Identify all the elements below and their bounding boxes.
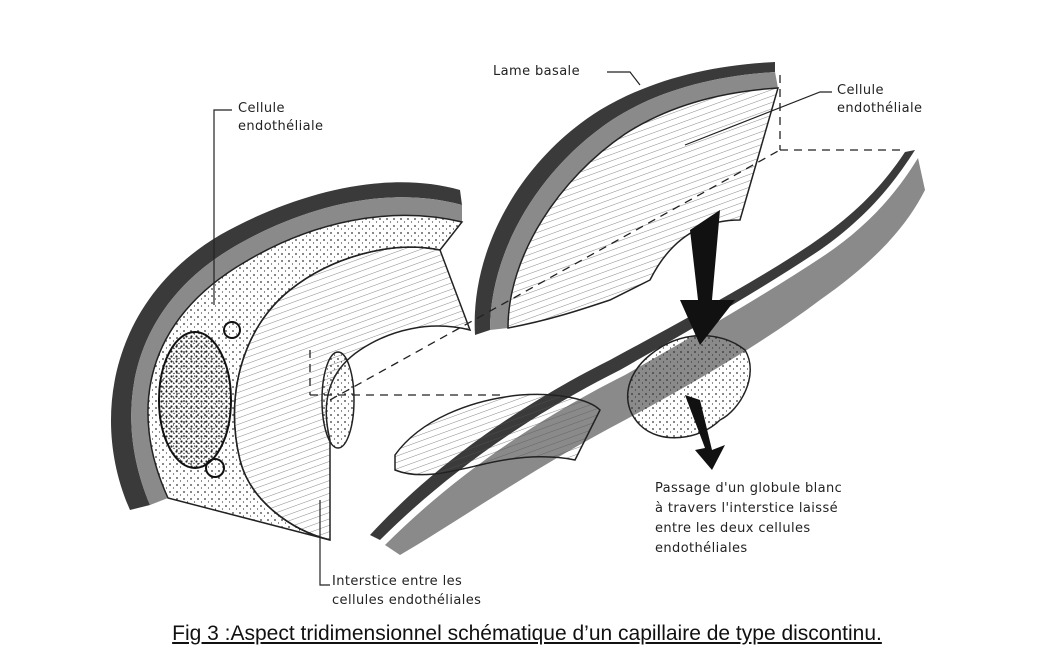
organelle: [205, 458, 225, 478]
label-interstice-line1: Interstice entre les: [332, 574, 463, 589]
capillary-diagram: [110, 62, 925, 586]
endothelial-flap: [394, 393, 601, 476]
label-cellule-left-line1: Cellule: [238, 101, 285, 116]
dashed-guides: [309, 75, 905, 401]
right-lower-wall: [370, 150, 915, 540]
right-lumen-surface: [507, 87, 780, 329]
label-passage-line4: endothéliales: [655, 541, 748, 556]
label-cellule-right-line2: endothéliale: [837, 101, 923, 116]
right-capillary-segment: [370, 62, 925, 555]
label-passage-line1: Passage d'un globule blanc: [655, 481, 843, 496]
label-cellule-right-line1: Cellule: [837, 83, 884, 98]
migration-arrow: [680, 210, 735, 345]
left-capillary-segment: [110, 182, 472, 541]
nucleus: [158, 331, 232, 469]
label-lame-basale: Lame basale: [493, 64, 580, 79]
white-blood-cell: [626, 334, 751, 439]
label-passage-line3: entre les deux cellules: [655, 521, 811, 536]
interstice-plug: [321, 351, 355, 449]
figure-caption: Fig 3 :Aspect tridimensionnel schématiqu…: [172, 622, 882, 645]
left-basal-lamina: [110, 182, 463, 510]
organelle: [223, 321, 241, 339]
leader-lines: [213, 71, 832, 586]
label-cellule-left-line2: endothéliale: [238, 119, 324, 134]
migration-arrow-down: [685, 395, 725, 470]
label-interstice-line2: cellules endothéliales: [332, 593, 482, 608]
right-basal-lamina-band: [490, 72, 778, 330]
label-passage-line2: à travers l'interstice laissé: [655, 501, 839, 516]
